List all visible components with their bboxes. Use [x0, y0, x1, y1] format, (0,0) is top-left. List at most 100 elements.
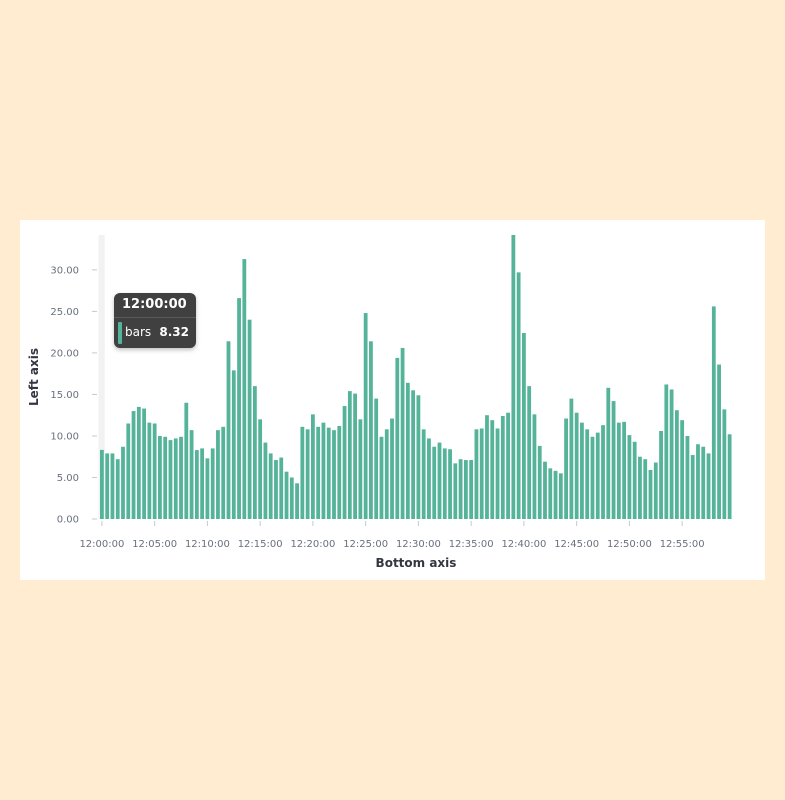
- bar: [727, 434, 732, 519]
- bar: [131, 411, 136, 519]
- bar: [722, 409, 727, 519]
- bar: [622, 421, 627, 519]
- bar: [427, 438, 431, 519]
- bar: [274, 460, 278, 519]
- x-tick-label: 12:40:00: [501, 539, 546, 550]
- y-axis-title: Left axis: [27, 348, 41, 406]
- y-axis-group: 0.00 5.00 10.00 15.00 20.00 25.00 30.00: [50, 265, 97, 526]
- y-tick-label: 15.00: [50, 390, 79, 401]
- bar: [231, 370, 236, 519]
- bar: [263, 442, 268, 519]
- bar: [680, 420, 685, 519]
- bar: [358, 419, 363, 519]
- bar: [564, 418, 568, 519]
- bar: [363, 313, 368, 519]
- chart-panel: 0.00 5.00 10.00 15.00 20.00 25.00 30.00 12:00:…: [20, 220, 765, 580]
- bar: [216, 430, 220, 519]
- tooltip-series-swatch: [118, 322, 122, 344]
- bar: [395, 357, 400, 519]
- bar: [189, 430, 194, 519]
- bar: [553, 470, 558, 519]
- bar: [300, 426, 305, 519]
- bar: [110, 453, 115, 519]
- bar: [659, 430, 663, 519]
- x-axis-title: Bottom axis: [376, 556, 457, 570]
- bar: [210, 448, 215, 519]
- bar: [558, 473, 563, 519]
- bar: [469, 460, 474, 519]
- bar: [543, 461, 547, 519]
- bar: [311, 414, 315, 519]
- bar: [258, 419, 263, 519]
- bar: [611, 401, 616, 519]
- bar: [221, 426, 226, 519]
- bar: [569, 398, 574, 519]
- y-tick-label: 5.00: [57, 473, 79, 484]
- bar: [616, 422, 621, 519]
- bar: [121, 446, 125, 519]
- bar: [421, 429, 426, 519]
- bar: [179, 436, 183, 519]
- bar: [379, 436, 384, 519]
- tooltip-series-name: bars: [125, 325, 152, 339]
- tooltip-time: 12:00:00: [114, 293, 196, 318]
- bar: [194, 450, 199, 519]
- bar: [268, 453, 273, 519]
- bar: [669, 389, 674, 519]
- bar: [595, 432, 600, 519]
- bar: [126, 423, 131, 519]
- bar: [522, 332, 526, 519]
- bar: [506, 412, 510, 519]
- bar: [516, 272, 521, 519]
- y-tick-label: 25.00: [50, 307, 79, 318]
- bar: [706, 453, 711, 519]
- bar: [474, 429, 479, 519]
- y-tick-label: 0.00: [57, 515, 79, 526]
- bar: [247, 319, 252, 519]
- bar: [485, 415, 489, 519]
- bar: [326, 427, 331, 519]
- bar: [432, 446, 437, 519]
- bar: [643, 459, 648, 519]
- bar: [685, 435, 690, 519]
- tooltip-value: 8.32: [159, 325, 189, 339]
- bar: [511, 235, 516, 519]
- y-tick-label: 10.00: [50, 431, 79, 442]
- bar: [347, 391, 352, 519]
- bar: [500, 416, 505, 519]
- bar: [405, 382, 410, 519]
- y-tick-label: 30.00: [50, 265, 79, 276]
- bar: [627, 435, 632, 519]
- bar: [606, 387, 611, 519]
- bar: [226, 341, 231, 519]
- bar: [548, 468, 553, 519]
- bar: [416, 395, 421, 519]
- bar: [701, 446, 706, 519]
- bar: [353, 393, 357, 519]
- bar: [173, 438, 178, 519]
- bar: [532, 414, 537, 519]
- bar: [342, 406, 347, 519]
- x-tick-label: 12:45:00: [554, 539, 599, 550]
- x-tick-label: 12:50:00: [607, 539, 652, 550]
- bar: [168, 440, 173, 519]
- bar: [411, 390, 416, 519]
- bar: [527, 386, 532, 519]
- bar: [105, 453, 110, 519]
- bar: [321, 422, 326, 519]
- bar: [305, 429, 310, 519]
- tooltip-row: bars 8.32: [114, 318, 196, 348]
- x-tick-label: 12:00:00: [79, 539, 124, 550]
- bar: [400, 347, 405, 519]
- bar: [205, 458, 210, 519]
- bar: [696, 444, 700, 519]
- bar: [601, 425, 605, 519]
- x-tick-label: 12:10:00: [185, 539, 230, 550]
- x-axis-group: 12:00:00 12:05:00 12:10:00 12:15:00 12:20:00…: [79, 521, 705, 550]
- bar: [152, 423, 157, 519]
- bar: [537, 445, 542, 519]
- bar: [463, 460, 468, 519]
- bar: [316, 426, 321, 519]
- bar: [574, 412, 579, 519]
- bar: [252, 386, 257, 519]
